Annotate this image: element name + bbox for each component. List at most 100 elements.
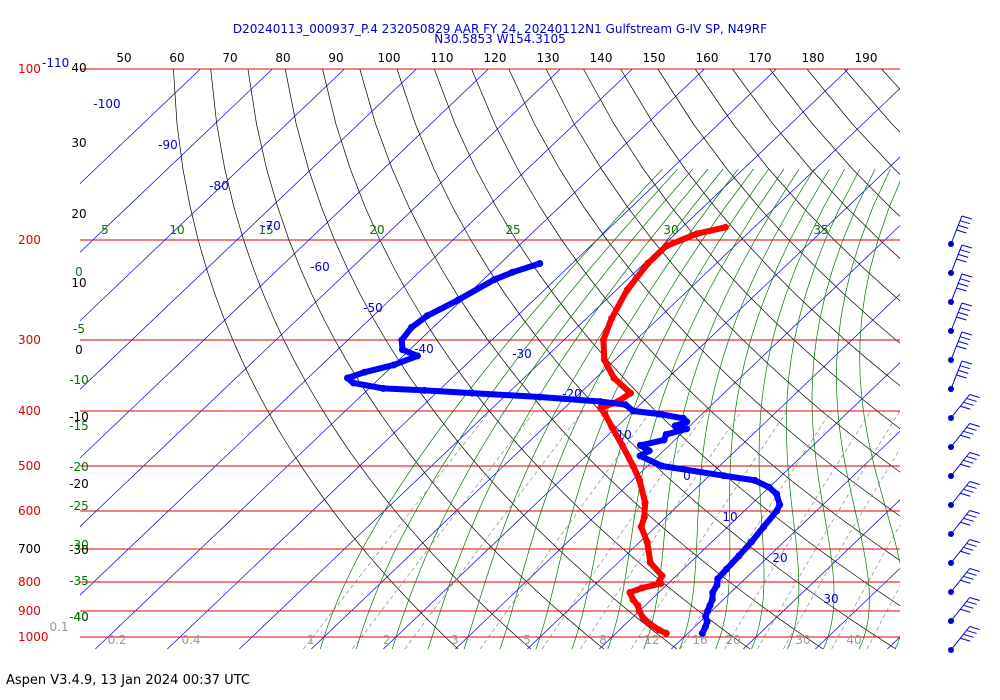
pressure-label: 1000 [18, 630, 49, 644]
wind-barb [948, 597, 980, 624]
dry-adiabat-line [284, 68, 678, 650]
mixing-ratio-line [782, 448, 900, 650]
top-tick-label: 180 [802, 51, 825, 65]
moist-adiabat-line [499, 168, 739, 650]
height-label: 10 [71, 276, 86, 290]
theta-e-label: -10 [69, 373, 89, 387]
sounding-point [641, 499, 649, 507]
sounding-point [662, 431, 670, 438]
sounding-point [608, 315, 616, 322]
isotherm-label: -30 [512, 347, 532, 361]
sounding-point [709, 589, 717, 596]
dry-adiabat-line [694, 68, 900, 302]
sounding-point [423, 312, 431, 320]
pressure-label: 800 [18, 575, 41, 589]
sounding-point [629, 462, 637, 470]
top-tick-label: 100 [378, 51, 401, 65]
wind-barb-flag [959, 278, 971, 283]
theta-e-label: -30 [69, 538, 89, 552]
sounding-point [720, 472, 728, 480]
wind-barb-flag [960, 579, 971, 584]
sounding-point [713, 581, 721, 589]
wind-barb-flag [956, 345, 967, 350]
dry-adiabat-line [173, 68, 459, 650]
isotherm-line [80, 68, 417, 390]
dry-adiabat-line [919, 69, 1000, 649]
mixing-ratio-label: 30 [795, 633, 810, 647]
wind-barb [948, 510, 980, 537]
sounding-point [608, 424, 616, 432]
isotherm-line [455, 225, 900, 650]
pressure-label: 600 [18, 504, 41, 518]
sounding-point [414, 352, 421, 360]
mixing-ratio-label: 5 [523, 633, 531, 647]
mixing-ratio-line [352, 410, 536, 650]
isotherm-label: -100 [93, 97, 120, 111]
wind-barb-flag [966, 484, 977, 489]
sounding-point [655, 626, 663, 634]
wind-barb-flag [969, 568, 980, 572]
wind-barb-flag [960, 521, 971, 526]
theta-e-label: -35 [69, 574, 89, 588]
top-tick-label: 120 [484, 51, 507, 65]
sounding-point [536, 260, 544, 267]
sounding-point [421, 386, 428, 394]
dry-adiabat-line [433, 68, 900, 607]
mixing-ratio-label: 3 [451, 633, 459, 647]
sounding-point [776, 501, 784, 509]
wind-barb [948, 423, 980, 450]
top-tick-label: 60 [169, 51, 184, 65]
sounding-point [683, 418, 691, 426]
height-label: -40 [69, 610, 89, 624]
sounding-point [390, 361, 398, 369]
wind-barb-flag [963, 459, 974, 464]
wind-barb-flag [958, 224, 969, 229]
theta-e-top-label: 10 [169, 223, 184, 237]
wind-barb-flag [956, 374, 967, 379]
wind-barb-flag [966, 542, 977, 547]
wind-barb-flag [963, 633, 974, 638]
height-label: -30 [69, 543, 89, 557]
wind-barb-flag [960, 434, 971, 439]
moist-adiabat-line [751, 168, 846, 650]
mixing-ratio-line [541, 410, 708, 650]
isotherm-line [887, 636, 900, 650]
sounding-point [658, 572, 666, 580]
moist-adiabat-line [785, 168, 861, 650]
top-tick-label: 140 [590, 51, 613, 65]
sounding-point [635, 607, 643, 615]
wind-barb-flag [966, 571, 977, 576]
sounding-point [636, 476, 644, 484]
footer-version: Aspen V3.4.9, 13 Jan 2024 00:37 UTC [6, 673, 250, 688]
wind-barb-flag [969, 452, 980, 456]
dry-adiabat-line [396, 68, 897, 650]
sounding-point [536, 393, 544, 401]
theta-e-top-label: 20 [369, 223, 384, 237]
isotherm-label: 30 [823, 592, 838, 606]
wind-barb-flag [966, 629, 977, 634]
theta-e-label: -20 [69, 460, 89, 474]
isotherm-label: -90 [158, 138, 178, 152]
sounding-point [714, 575, 722, 583]
height-label: -10 [69, 410, 89, 424]
wind-barb-flag [959, 336, 971, 341]
sounding-point [610, 374, 618, 382]
mixing-ratio-line [756, 410, 900, 650]
sounding-point [657, 580, 665, 587]
wind-barb-flag [963, 430, 974, 435]
isotherm-line [959, 69, 1000, 649]
sounding-point [702, 612, 710, 620]
sounding-point [655, 410, 663, 418]
sounding-point [597, 404, 605, 412]
dry-adiabat-line [322, 68, 751, 650]
isotherm-line [167, 68, 777, 650]
moist-adiabat-line [859, 181, 900, 650]
theta-e-top-label: 30 [663, 223, 678, 237]
height-label: 40 [71, 61, 86, 75]
wind-barb [948, 302, 973, 334]
mixing-ratio-label: 1 [307, 633, 315, 647]
isotherm-line [743, 499, 900, 650]
wind-barb-flag [966, 455, 977, 460]
wind-barb-flag [958, 369, 969, 374]
